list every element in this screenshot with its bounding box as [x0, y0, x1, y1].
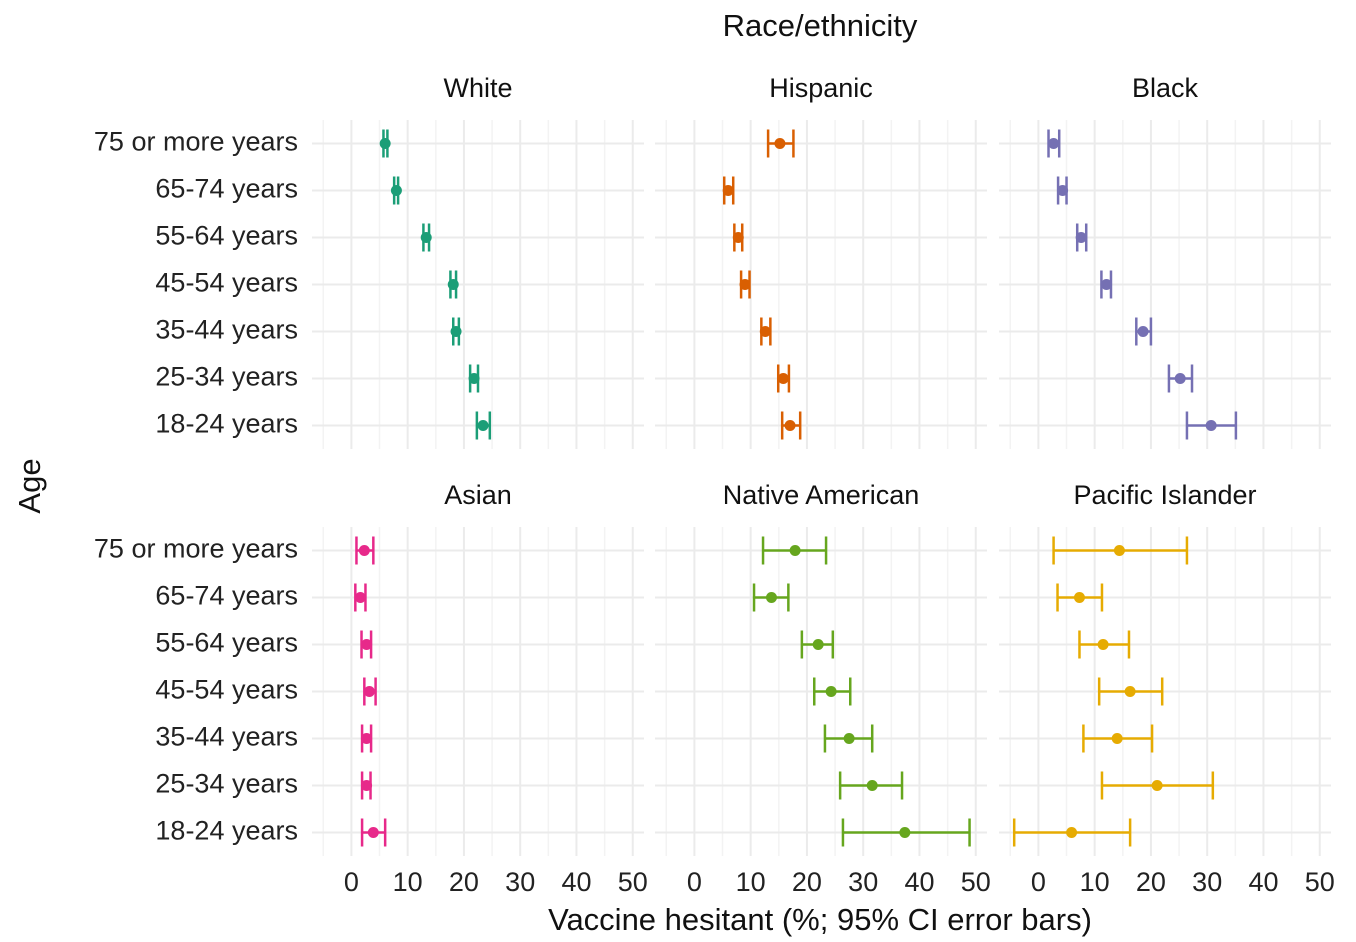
point [358, 545, 370, 556]
point [1174, 373, 1186, 384]
point [774, 138, 786, 149]
y-tick-label: 75 or more years [94, 127, 298, 157]
point [722, 185, 734, 196]
x-tick-label: 40 [1248, 867, 1278, 897]
point [1100, 279, 1112, 290]
point [450, 326, 462, 337]
point [866, 780, 878, 791]
x-tick-label: 40 [561, 867, 591, 897]
strip-label: White [443, 73, 512, 103]
chart-title: Race/ethnicity [723, 8, 918, 43]
strip-label: Hispanic [769, 73, 873, 103]
point [420, 232, 432, 243]
point [1066, 827, 1078, 838]
x-tick-label: 10 [1080, 867, 1110, 897]
x-tick-label: 10 [393, 867, 423, 897]
y-tick-label: 45-54 years [155, 675, 298, 705]
point [899, 827, 911, 838]
x-tick-label: 0 [1031, 867, 1046, 897]
point [361, 780, 373, 791]
y-tick-label: 35-44 years [155, 315, 298, 345]
strip-label: Pacific Islander [1073, 480, 1256, 510]
x-tick-label: 50 [1305, 867, 1335, 897]
x-tick-label: 0 [344, 867, 359, 897]
point [843, 733, 855, 744]
x-tick-label: 50 [618, 867, 648, 897]
point [732, 232, 744, 243]
point [1048, 138, 1060, 149]
y-tick-label: 18-24 years [155, 816, 298, 846]
x-tick-label: 20 [792, 867, 822, 897]
y-tick-label: 18-24 years [155, 409, 298, 439]
point [777, 373, 789, 384]
x-tick-label: 30 [505, 867, 535, 897]
y-tick-label: 65-74 years [155, 174, 298, 204]
x-axis-label: Vaccine hesitant (%; 95% CI error bars) [548, 902, 1092, 937]
x-tick-label: 0 [687, 867, 702, 897]
y-tick-label: 45-54 years [155, 268, 298, 298]
point [361, 733, 373, 744]
point [1124, 686, 1136, 697]
x-tick-label: 20 [449, 867, 479, 897]
point [354, 592, 366, 603]
point [759, 326, 771, 337]
point [1057, 185, 1069, 196]
y-tick-label: 55-64 years [155, 221, 298, 251]
x-tick-label: 10 [736, 867, 766, 897]
point [367, 827, 379, 838]
y-tick-label: 75 or more years [94, 534, 298, 564]
point [361, 639, 373, 650]
x-tick-label: 30 [1192, 867, 1222, 897]
point [789, 545, 801, 556]
y-tick-label: 35-44 years [155, 722, 298, 752]
point [468, 373, 480, 384]
x-tick-label: 50 [961, 867, 991, 897]
y-tick-label: 25-34 years [155, 769, 298, 799]
point [447, 279, 459, 290]
y-tick-label: 25-34 years [155, 362, 298, 392]
y-axis-label: Age [12, 458, 47, 513]
strip-label: Asian [444, 480, 512, 510]
point [390, 185, 402, 196]
point [1073, 592, 1085, 603]
point [825, 686, 837, 697]
point [784, 420, 796, 431]
x-tick-label: 20 [1136, 867, 1166, 897]
point [477, 420, 489, 431]
point [1097, 639, 1109, 650]
point [1113, 545, 1125, 556]
y-tick-label: 55-64 years [155, 628, 298, 658]
point [363, 686, 375, 697]
y-tick-label: 65-74 years [155, 581, 298, 611]
point [739, 279, 751, 290]
strip-label: Black [1132, 73, 1199, 103]
point [379, 138, 391, 149]
strip-label: Native American [723, 480, 920, 510]
x-tick-label: 40 [904, 867, 934, 897]
point [1205, 420, 1217, 431]
point [1151, 780, 1163, 791]
point [1137, 326, 1149, 337]
point [1075, 232, 1087, 243]
point [812, 639, 824, 650]
point [765, 592, 777, 603]
point [1111, 733, 1123, 744]
x-tick-label: 30 [848, 867, 878, 897]
